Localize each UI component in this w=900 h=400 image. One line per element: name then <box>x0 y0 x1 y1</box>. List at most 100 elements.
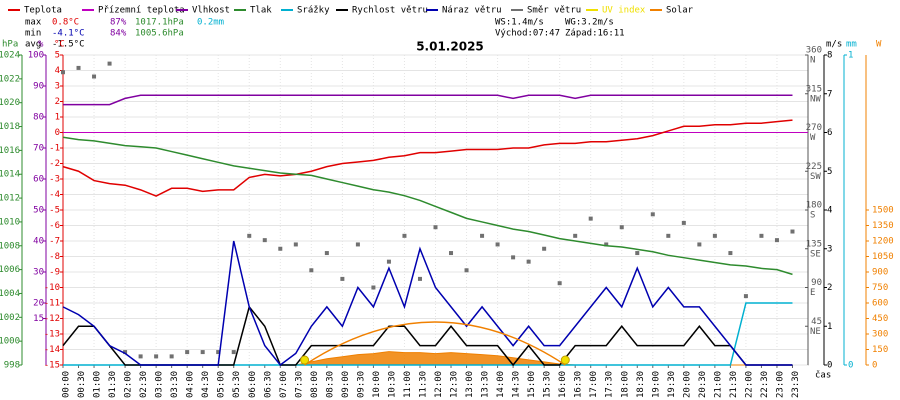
x-tick-label: 10:00 <box>372 371 382 398</box>
wind-direction-point <box>340 276 345 281</box>
x-tick-label: 15:00 <box>527 371 537 398</box>
y-tick-label: 2 <box>55 97 60 107</box>
x-tick-label: 20:30 <box>698 371 708 398</box>
y-tick-label: 4 <box>55 66 60 76</box>
wind-direction-point <box>293 242 298 247</box>
x-tick-label: 21:00 <box>713 371 723 398</box>
x-tick-label: 07:30 <box>294 371 304 398</box>
axis-title: % <box>38 40 44 50</box>
wind-direction-point <box>790 229 795 234</box>
x-tick-label: 18:00 <box>620 371 630 398</box>
y-tick-label: -9 <box>49 268 60 278</box>
y-tick-label: 4 <box>827 206 832 216</box>
wind-direction-point <box>231 350 236 355</box>
wind-direction-point <box>681 220 686 225</box>
compass-label: SW <box>810 172 821 182</box>
y-tick-label: 900 <box>872 268 888 278</box>
y-tick-label: 1050 <box>872 252 894 262</box>
x-tick-label: 06:00 <box>248 371 258 398</box>
x-tick-label: 17:00 <box>589 371 599 398</box>
x-tick-label: 00:30 <box>77 371 87 398</box>
axis-title: m/s <box>826 40 842 50</box>
x-tick-label: 16:00 <box>558 371 568 398</box>
compass-label: W <box>810 133 816 143</box>
wind-direction-point <box>185 350 190 355</box>
wind-direction-point <box>278 246 283 251</box>
y-tick-label: -14 <box>44 345 60 355</box>
x-tick-label: 13:00 <box>465 371 475 398</box>
x-tick-label: 13:30 <box>481 371 491 398</box>
stat-value: -4.1°C <box>52 29 85 39</box>
stat-label: avg <box>25 40 41 50</box>
sunset-marker <box>560 355 570 365</box>
wind-direction-point <box>697 242 702 247</box>
y-tick-label: 300 <box>872 330 888 340</box>
y-tick-label: 1010 <box>0 217 20 227</box>
wind-direction-point <box>107 61 112 66</box>
wind-direction-point <box>464 268 469 273</box>
legend-label: Rychlost větru <box>352 6 428 16</box>
legend-label: Vlhkost <box>192 6 230 16</box>
y-tick-label: 600 <box>872 299 888 309</box>
wind-direction-point <box>216 350 221 355</box>
legend: Teplota Přízemní teplota Vlhkost Tlak Srážky… <box>8 6 694 16</box>
x-tick-label: 00:00 <box>62 371 72 398</box>
y-tick-label: 15 <box>33 314 44 324</box>
x-tick-label: 19:00 <box>651 371 661 398</box>
plot: 00:00 00:30 01:00 01:30 02:00 02:30 03:00 03:30… <box>0 40 894 399</box>
x-tick-label: 23:00 <box>775 371 785 398</box>
sunrise-marker <box>300 355 310 365</box>
axis-title: hPa <box>2 40 18 50</box>
axis-title: mm <box>846 40 857 50</box>
wind-direction-point <box>743 294 748 299</box>
x-tick-label: 04:30 <box>201 371 211 398</box>
y-tick-label: 180 <box>806 201 822 211</box>
wind-direction-point <box>154 354 159 359</box>
y-tick-label: 1020 <box>0 98 20 108</box>
sun-path <box>304 321 566 366</box>
y-tick-label: 135 <box>806 239 822 249</box>
stat-value: 1005.6hPa <box>135 29 184 39</box>
series-line <box>62 119 793 197</box>
x-tick-label: 22:30 <box>760 371 770 398</box>
y-tick-label: 998 <box>4 361 20 371</box>
x-tick-label: 20:00 <box>682 371 692 398</box>
x-tick-label: 02:30 <box>139 371 149 398</box>
y-tick-label: -7 <box>49 237 60 247</box>
stat-value: 84% <box>110 29 127 39</box>
x-tick-label: 03:00 <box>155 371 165 398</box>
y-tick-label: 5 <box>827 167 832 177</box>
y-tick-label: 1004 <box>0 289 20 299</box>
x-tick-label: 04:00 <box>186 371 196 398</box>
wind-direction-point <box>712 233 717 238</box>
x-tick-label: 02:00 <box>124 371 134 398</box>
y-tick-label: 45 <box>811 317 822 327</box>
wind-direction-point <box>666 233 671 238</box>
wind-direction-point <box>355 242 360 247</box>
y-tick-label: 1018 <box>0 122 20 132</box>
y-tick-label: -5 <box>49 206 60 216</box>
wind-direction-point <box>619 225 624 230</box>
y-tick-label: 20 <box>33 299 44 309</box>
x-tick-label: 09:30 <box>356 371 366 398</box>
legend-label: Náraz větru <box>442 6 502 16</box>
y-tick-label: 150 <box>872 345 888 355</box>
stat-value: 87% <box>110 18 127 28</box>
x-axis-label: čas <box>815 370 831 381</box>
y-tick-label: 1 <box>55 113 60 123</box>
y-tick-label: -8 <box>49 252 60 262</box>
x-tick-label: 05:00 <box>217 371 227 398</box>
y-tick-label: 100 <box>28 51 44 61</box>
stat-value: WS:1.4m/s <box>495 18 544 28</box>
y-tick-label: 80 <box>33 113 44 123</box>
stat-value: Východ:07:47 <box>495 29 560 39</box>
y-tick-label: 1350 <box>872 221 894 231</box>
x-tick-label: 21:30 <box>729 371 739 398</box>
legend-label: Směr větru <box>527 6 581 16</box>
y-tick-label: 0 <box>848 361 853 371</box>
y-tick-label: 90 <box>811 278 822 288</box>
wind-direction-point <box>774 238 779 243</box>
y-tick-label: 60 <box>33 175 44 185</box>
y-tick-label: -4 <box>49 190 60 200</box>
x-tick-label: 23:30 <box>791 371 801 398</box>
